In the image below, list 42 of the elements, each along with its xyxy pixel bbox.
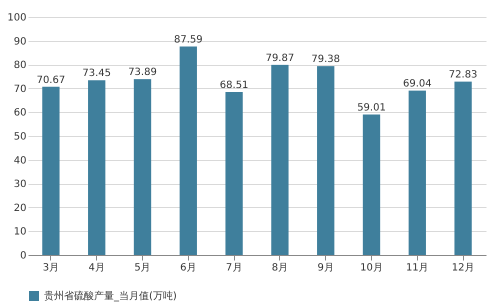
y-tick-label: 50 — [14, 132, 26, 142]
y-tick-label: 30 — [14, 179, 26, 190]
y-tick-label: 60 — [14, 108, 26, 119]
x-tick-label: 4月 — [88, 262, 105, 274]
data-label: 73.89 — [128, 67, 157, 78]
data-label: 87.59 — [174, 34, 203, 46]
x-tick-label: 7月 — [226, 262, 242, 274]
x-tick-label: 9月 — [318, 262, 334, 274]
bar — [88, 80, 106, 255]
legend-label: 贵州省硫酸产量_当月值(万吨) — [44, 290, 177, 302]
bar — [42, 86, 60, 255]
data-label: 70.67 — [36, 74, 66, 86]
x-tick-label: 5月 — [134, 262, 151, 274]
data-label: 79.38 — [311, 54, 340, 66]
y-tick-label: 40 — [14, 155, 26, 166]
x-tick-label: 3月 — [42, 262, 60, 274]
bar — [225, 92, 243, 255]
bar — [317, 66, 334, 255]
bar — [362, 114, 380, 255]
data-label: 68.51 — [220, 80, 248, 91]
y-tick-label: 90 — [14, 36, 26, 48]
y-tick-label: 0 — [20, 250, 26, 262]
data-label: 73.45 — [82, 68, 112, 80]
x-tick-label: 10月 — [360, 262, 383, 274]
y-tick-label: 10 — [14, 226, 26, 238]
x-tick-label: 12月 — [452, 262, 474, 274]
data-label: 72.83 — [448, 70, 478, 81]
y-tick-label: 70 — [14, 84, 26, 95]
bar — [271, 64, 289, 255]
bar — [408, 90, 426, 255]
x-tick-label: 6月 — [180, 262, 196, 274]
data-label: 59.01 — [357, 102, 386, 114]
x-tick-label: 8月 — [272, 262, 288, 274]
y-tick-label: 20 — [14, 202, 26, 214]
data-label: 79.87 — [266, 52, 294, 64]
bar — [134, 79, 152, 255]
y-tick-label: 100 — [7, 12, 26, 24]
bar — [454, 82, 472, 255]
x-tick-label: 11月 — [406, 262, 429, 274]
bar — [180, 46, 197, 255]
data-label: 69.04 — [402, 78, 432, 90]
y-tick-label: 80 — [14, 60, 26, 72]
